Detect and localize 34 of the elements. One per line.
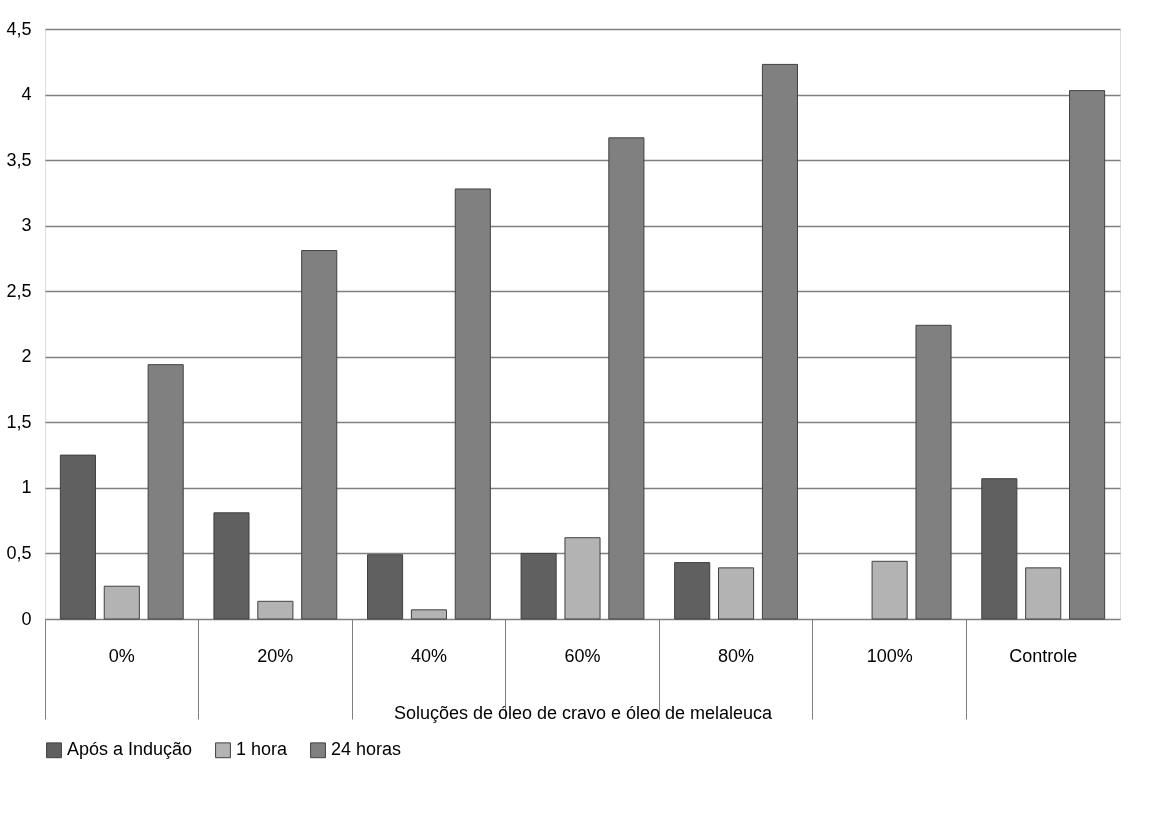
bar — [871, 560, 908, 620]
x-tick-label: 100% — [866, 645, 913, 666]
y-tick-label: 2 — [21, 346, 32, 367]
x-tick-label: 20% — [257, 645, 294, 666]
bar — [367, 554, 404, 620]
y-tick-label: 2,5 — [6, 280, 32, 301]
x-tick-label: 40% — [410, 645, 447, 666]
x-tick-label: 80% — [718, 645, 755, 666]
y-tick-label: 0,5 — [6, 542, 32, 563]
y-tick-label: 1 — [21, 477, 32, 498]
y-tick-label: 4,5 — [6, 18, 32, 39]
bar — [520, 552, 557, 620]
x-tick-label: Controle — [1009, 645, 1078, 666]
legend-label: 24 horas — [331, 739, 402, 760]
bar — [564, 537, 601, 620]
x-axis-title: Soluções de óleo de cravo e óleo de melaleuca — [393, 703, 774, 723]
bar — [718, 567, 755, 620]
bar — [257, 600, 294, 620]
bar — [674, 562, 711, 620]
y-tick-label: 1,5 — [6, 411, 32, 432]
y-tick-label: 4 — [21, 84, 32, 105]
bar — [1025, 567, 1062, 620]
y-tick-label: 3,5 — [6, 149, 32, 170]
legend-label: Após a Indução — [67, 739, 193, 760]
x-tick-label: 0% — [108, 645, 135, 666]
legend-label: 1 hora — [236, 739, 289, 760]
bar — [410, 609, 447, 620]
bar — [981, 478, 1018, 620]
y-tick-label: 3 — [21, 215, 32, 236]
bar — [213, 512, 250, 620]
y-tick-label: 0 — [21, 608, 32, 629]
bar — [59, 454, 96, 620]
x-tick-label: 60% — [564, 645, 601, 666]
bar — [103, 585, 140, 620]
